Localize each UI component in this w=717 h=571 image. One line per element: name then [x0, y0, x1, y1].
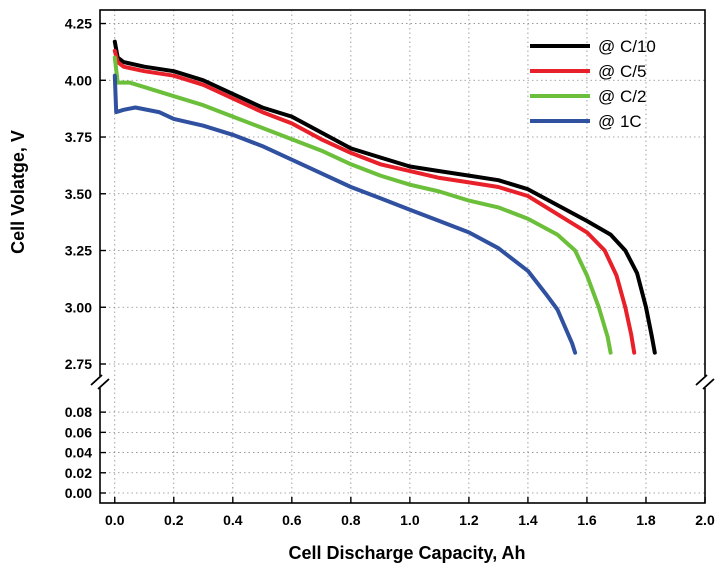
y-tick-label-lower: 0.00: [65, 485, 92, 501]
x-tick-label: 1.4: [518, 512, 538, 528]
legend-label: @ 1C: [598, 112, 642, 131]
x-tick-label: 1.2: [459, 512, 479, 528]
x-tick-label: 0.0: [105, 512, 125, 528]
x-tick-label: 1.0: [400, 512, 420, 528]
x-tick-label: 0.8: [341, 512, 361, 528]
legend-label: @ C/2: [598, 87, 646, 106]
y-tick-label-lower: 0.04: [65, 445, 92, 461]
plot-border: [99, 9, 706, 504]
x-tick-label: 0.2: [164, 512, 184, 528]
y-tick-label-upper: 2.75: [65, 356, 92, 372]
legend: @ C/10 @ C/5 @ C/2 @ 1C: [530, 37, 656, 131]
legend-item: @ 1C: [530, 112, 642, 131]
plot-frame: [90, 9, 715, 504]
y-tick-label-lower: 0.08: [65, 404, 92, 420]
series-line: [112, 55, 613, 355]
legend-item: @ C/10: [530, 37, 656, 56]
y-tick-label-upper: 3.50: [65, 186, 92, 202]
y-tick-label-lower: 0.06: [65, 424, 92, 440]
legend-item: @ C/2: [530, 87, 646, 106]
y-tick-label-upper: 3.00: [65, 299, 92, 315]
x-tick-label: 0.6: [282, 512, 302, 528]
x-axis-title: Cell Discharge Capacity, Ah: [288, 543, 525, 563]
legend-label: @ C/10: [598, 37, 656, 56]
legend-item: @ C/5: [530, 62, 646, 81]
y-tick-label-lower: 0.02: [65, 465, 92, 481]
series-line: [112, 48, 637, 355]
x-tick-label: 1.6: [577, 512, 597, 528]
series-line: [112, 73, 578, 355]
series-line: [112, 39, 657, 355]
tick-labels: 0.0 0.2 0.4 0.6 0.8 1.0 1.2 1.4 1.6 1.8 2.0 2.75 3.0…: [65, 16, 715, 528]
x-tick-label: 0.4: [223, 512, 243, 528]
series-lines: [112, 39, 657, 355]
y-tick-label-upper: 4.00: [65, 72, 92, 88]
legend-label: @ C/5: [598, 62, 646, 81]
y-tick-label-upper: 3.75: [65, 129, 92, 145]
x-tick-label: 2.0: [695, 512, 715, 528]
y-tick-label-upper: 4.25: [65, 16, 92, 32]
y-axis-break-right: [695, 374, 715, 390]
y-tick-label-upper: 3.25: [65, 243, 92, 259]
x-tick-label: 1.8: [636, 512, 656, 528]
grid: [100, 10, 706, 503]
y-axis-title: Cell Volatge, V: [8, 130, 28, 254]
y-axis-break-left: [90, 374, 110, 390]
